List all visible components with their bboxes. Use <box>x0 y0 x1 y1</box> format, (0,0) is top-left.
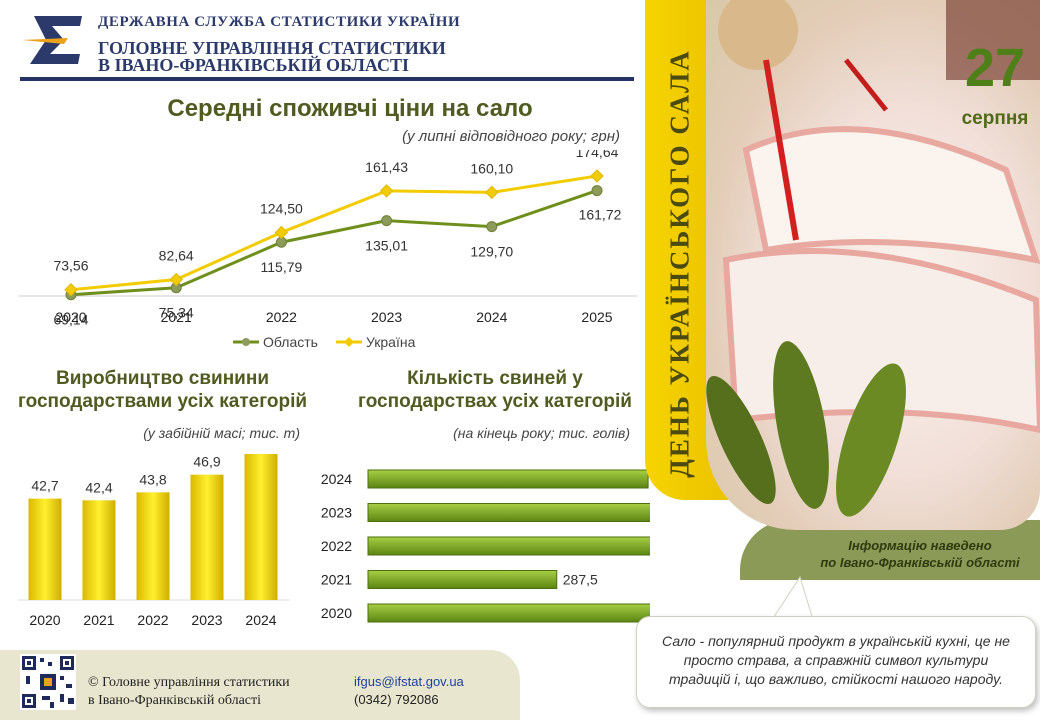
data-label: 42,4 <box>85 479 112 495</box>
bar-2021 <box>367 570 558 589</box>
legend-marker-ukraine <box>344 337 354 347</box>
data-label: 42,7 <box>31 478 58 494</box>
point-ukraine <box>169 272 183 287</box>
quote-box <box>636 616 1036 708</box>
data-label-oblast: 115,79 <box>261 259 303 275</box>
x-tick-label: 2022 <box>137 612 168 628</box>
qr-code-icon[interactable] <box>20 654 76 710</box>
copyright: © Головне управління статистики в Івано-… <box>88 674 290 710</box>
legend-marker-oblast <box>242 338 250 346</box>
production-chart-subtitle: (у забійній масі; тис. т) <box>143 425 300 441</box>
x-tick-label: 2025 <box>581 309 612 325</box>
y-tick-label: 2024 <box>321 471 352 487</box>
point-ukraine <box>485 185 499 200</box>
price-line-chart: 73,56 82,64 124,50 161,43 160,10 174,64 69,14 7… <box>18 150 638 350</box>
x-tick-label: 2024 <box>245 612 276 628</box>
salo-photo <box>706 0 1040 530</box>
production-title-line1: Виробництво свинини <box>55 368 270 389</box>
vertical-title: ДЕНЬ УКРАЇНСЬКОГО САЛА <box>664 49 695 478</box>
price-chart-title: Середні споживчі ціни на сало <box>167 95 533 122</box>
bar-2023 <box>367 503 650 522</box>
bar-2024 <box>367 469 649 489</box>
point-ukraine <box>274 225 289 240</box>
data-label-oblast: 129,70 <box>470 244 513 260</box>
x-tick-label: 2024 <box>476 309 507 325</box>
data-label-oblast: 161,72 <box>579 207 622 223</box>
bar-2021 <box>82 500 116 600</box>
point-oblast <box>486 221 498 233</box>
department-name: ГОЛОВНЕ УПРАВЛІННЯ СТАТИСТИКИ <box>98 38 446 58</box>
agency-logo <box>20 12 90 68</box>
point-oblast <box>591 185 603 197</box>
email-link[interactable]: ifgus@ifstat.gov.ua <box>354 674 464 689</box>
x-tick-label: 2023 <box>371 309 402 325</box>
data-label-ukraine: 124,50 <box>260 200 303 216</box>
x-tick-label: 2022 <box>266 309 297 325</box>
data-label-ukraine: 174,64 <box>576 150 619 160</box>
copyright-line1: © Головне управління статистики <box>88 675 290 690</box>
data-label-oblast: 135,01 <box>365 238 408 254</box>
production-title-line2: господарствами усіх категорій <box>17 391 308 412</box>
point-oblast <box>381 215 393 227</box>
data-label-ukraine: 82,64 <box>159 248 194 264</box>
info-note-line1: Інформацію наведено <box>848 538 992 553</box>
date-day: 27 <box>964 38 1026 98</box>
y-tick-label: 2023 <box>321 505 352 521</box>
bar-2022 <box>136 492 170 600</box>
data-label-ukraine: 160,10 <box>470 160 513 176</box>
phone-number: (0342) 792086 <box>354 692 439 707</box>
x-tick-label: 2023 <box>191 612 222 628</box>
data-label: 287,5 <box>563 572 598 588</box>
bar-2020 <box>367 603 650 623</box>
info-note-line2: по Івано-Франківській області <box>820 555 1020 570</box>
date-month: серпня <box>961 108 1029 129</box>
bar-2023 <box>190 474 224 600</box>
data-label-ukraine: 161,43 <box>365 159 408 175</box>
pigs-title-line2: господарствах усіх категорій <box>358 391 632 412</box>
data-label: 43,8 <box>139 471 166 487</box>
pigs-chart-subtitle: (на кінець року; тис. голів) <box>453 425 630 441</box>
point-ukraine <box>590 169 604 183</box>
bar-2020 <box>28 498 62 600</box>
x-tick-label: 2020 <box>29 612 60 628</box>
y-tick-label: 2020 <box>321 605 352 621</box>
data-label-oblast: 75,34 <box>159 305 194 321</box>
point-ukraine <box>64 283 78 297</box>
series-line-ukraine <box>70 174 598 292</box>
legend-label-oblast: Область <box>263 334 318 350</box>
data-label-oblast: 69,14 <box>53 312 88 328</box>
y-tick-label: 2022 <box>321 538 352 554</box>
x-tick-label: 2021 <box>83 612 114 628</box>
price-chart-subtitle: (у липні відповідного року; грн) <box>402 128 620 145</box>
production-chart-title: Виробництво свинини господарствами усіх … <box>0 367 325 413</box>
y-tick-label: 2021 <box>321 572 352 588</box>
point-ukraine <box>379 184 394 198</box>
agency-name: ДЕРЖАВНА СЛУЖБА СТАТИСТИКИ УКРАЇНИ <box>98 14 461 30</box>
series-line-oblast <box>70 189 598 297</box>
header-divider <box>20 77 634 81</box>
pigs-chart-title: Кількість свиней у господарствах усіх ка… <box>340 367 650 413</box>
quote-text: Сало - популярний продукт в українській … <box>662 633 1010 687</box>
pigs-bar-chart: 2024296,22023308,72022303,82021287,52020… <box>321 469 650 623</box>
department-region: В ІВАНО-ФРАНКІВСЬКІЙ ОБЛАСТІ <box>98 55 410 75</box>
copyright-line2: в Івано-Франківській області <box>88 693 262 708</box>
bar-2024 <box>244 454 278 600</box>
footer-band <box>0 650 520 720</box>
data-label: 46,9 <box>193 454 220 470</box>
bar-2022 <box>367 536 650 556</box>
pigs-title-line1: Кількість свиней у <box>407 368 583 389</box>
olive-accent-band <box>740 520 1040 580</box>
legend-label-ukraine: Україна <box>366 334 416 350</box>
x-tick-label: 2020 <box>55 309 86 325</box>
x-tick-label: 2021 <box>161 309 192 325</box>
info-note: Інформацію наведено по Івано-Франківські… <box>800 537 1040 571</box>
data-label-ukraine: 73,56 <box>53 258 88 274</box>
